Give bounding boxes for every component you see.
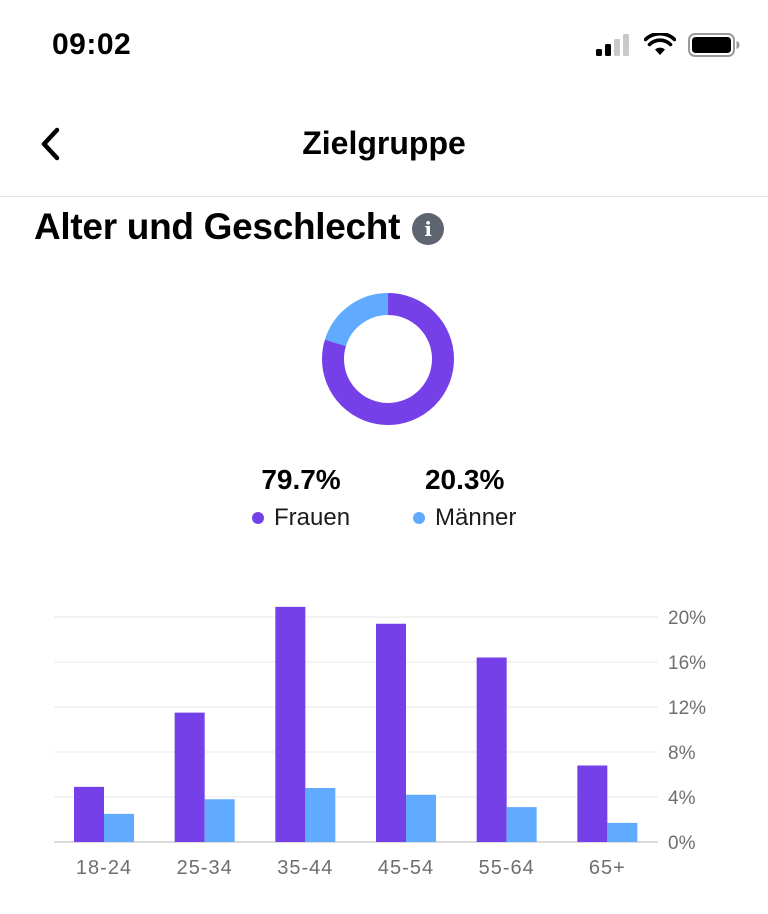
bar-frauen-18-24: [74, 786, 104, 842]
x-tick-label: 25-34: [177, 857, 233, 879]
x-tick-label: 18-24: [76, 857, 132, 879]
status-bar: 09:02: [0, 0, 768, 90]
wifi-icon: [644, 33, 676, 55]
bar-maenner-55-64: [506, 807, 537, 842]
bar-frauen-65+: [577, 765, 608, 842]
gender-legend: 79.7% Frauen 20.3% Männer: [0, 464, 768, 544]
x-tick-label: 45-54: [378, 857, 434, 879]
bar-maenner-65+: [607, 822, 638, 842]
y-tick-label: 16%: [668, 653, 706, 674]
page-title: Zielgruppe: [302, 125, 466, 161]
chevron-left-icon: [41, 127, 60, 161]
y-tick-label: 8%: [668, 743, 696, 764]
legend-item-frauen: 79.7% Frauen: [252, 464, 350, 532]
age-bar-chart: 0% 4% 8% 12% 16% 20% 18-24 25-34 35-44 45-54 55-64…: [54, 606, 706, 879]
gender-donut-chart: [322, 293, 454, 425]
bar-maenner-25-34: [204, 799, 235, 842]
y-tick-label: 4%: [668, 788, 696, 809]
x-tick-label: 65+: [589, 857, 626, 879]
legend-value-maenner: 20.3%: [424, 464, 505, 495]
bar-maenner-45-54: [406, 794, 436, 842]
back-button[interactable]: [26, 118, 74, 170]
y-tick-label: 20%: [668, 608, 706, 629]
navigation-bar: Zielgruppe: [0, 100, 768, 197]
legend-label-frauen: Frauen: [274, 504, 351, 531]
signal-icon: [596, 34, 629, 56]
section-title: Alter und Geschlecht: [34, 206, 401, 247]
bar-frauen-45-54: [376, 623, 406, 842]
status-time: 09:02: [52, 28, 132, 61]
bar-maenner-35-44: [305, 788, 336, 842]
info-icon[interactable]: i: [412, 213, 445, 245]
y-tick-label: 12%: [668, 698, 706, 719]
y-tick-label: 0%: [668, 833, 696, 854]
legend-label-maenner: Männer: [435, 504, 517, 531]
legend-value-frauen: 79.7%: [261, 464, 341, 495]
legend-item-maenner: 20.3% Männer: [413, 464, 516, 532]
donut-segment-maenner: [322, 293, 454, 425]
x-tick-label: 55-64: [479, 857, 535, 879]
x-tick-label: 35-44: [277, 857, 333, 879]
legend-dot-frauen: [252, 512, 264, 524]
bar-frauen-35-44: [275, 606, 306, 842]
legend-dot-maenner: [413, 512, 425, 524]
bar-frauen-55-64: [476, 657, 507, 842]
bar-frauen-25-34: [174, 712, 205, 842]
battery-icon: [688, 33, 740, 57]
bar-maenner-18-24: [104, 813, 134, 842]
status-icons: [596, 33, 740, 57]
section-header: Alter und Geschlecht i: [34, 206, 445, 248]
